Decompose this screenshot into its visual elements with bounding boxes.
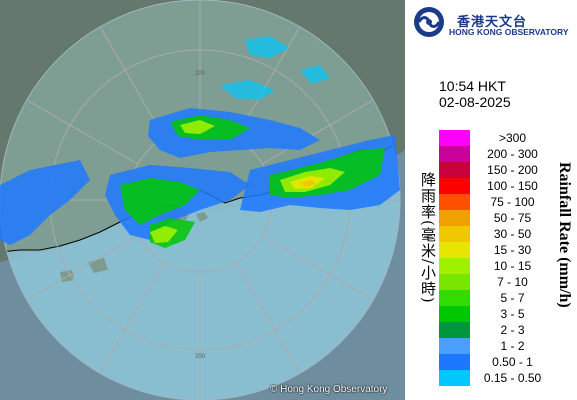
range-spoke xyxy=(26,235,138,301)
scale-label: >300 xyxy=(498,131,527,145)
scale-level: 75 - 100 xyxy=(439,194,551,210)
observatory-emblem-icon xyxy=(414,7,444,37)
rain-echo-fringe-far-north xyxy=(245,36,290,58)
scale-label: 30 - 50 xyxy=(493,227,532,241)
scale-swatch xyxy=(439,162,470,178)
scale-label: 2 - 3 xyxy=(500,323,525,337)
range-spoke xyxy=(26,99,138,165)
radar-map-canvas: 200 200 xyxy=(0,0,405,400)
scale-swatch xyxy=(439,290,470,306)
legend-title-chinese: 降雨率(毫米/小時) xyxy=(419,172,437,304)
range-spoke xyxy=(99,262,165,374)
radar-time: 10:54 HKT xyxy=(439,78,506,94)
scale-swatch xyxy=(439,306,470,322)
scale-swatch xyxy=(439,210,470,226)
radar-coverage-edge xyxy=(0,0,401,400)
island-outlying xyxy=(196,212,208,222)
range-ring-label-south: 200 xyxy=(195,354,206,360)
scale-swatch xyxy=(439,146,470,162)
legend-title-english: Rainfall Rate (mm/h) xyxy=(556,162,573,308)
scale-swatch xyxy=(439,130,470,146)
rain-echo-fringe-north xyxy=(220,80,275,100)
scale-swatch xyxy=(439,354,470,370)
rainfall-rate-scale: >300 200 - 300 150 - 200 100 - 150 75 - 100 5… xyxy=(439,130,551,386)
scale-swatch xyxy=(439,258,470,274)
range-spoke xyxy=(262,99,374,165)
scale-level: 100 - 150 xyxy=(439,178,551,194)
observatory-logo[interactable]: 香港天文台 HONG KONG OBSERVATORY xyxy=(413,6,573,38)
scale-level: 0.15 - 0.50 xyxy=(439,370,551,386)
radar-date: 02-08-2025 xyxy=(439,94,511,110)
scale-label: 75 - 100 xyxy=(490,195,535,209)
scale-label: 200 - 300 xyxy=(487,147,538,161)
logo-chinese-name: 香港天文台 xyxy=(457,15,528,30)
scale-level: >300 xyxy=(439,130,551,146)
scale-label: 100 - 150 xyxy=(487,179,538,193)
scale-swatch xyxy=(439,322,470,338)
scale-level: 30 - 50 xyxy=(439,226,551,242)
radar-map: 200 200 © Hong Kong Observatory xyxy=(0,0,405,400)
info-panel: 香港天文台 HONG KONG OBSERVATORY 10:54 HKT 02… xyxy=(405,0,577,400)
scale-label: 5 - 7 xyxy=(500,291,525,305)
scale-level: 2 - 3 xyxy=(439,322,551,338)
island-southwest xyxy=(60,270,74,282)
scale-label: 10 - 15 xyxy=(493,259,532,273)
rain-echoes xyxy=(0,36,400,248)
scale-level: 7 - 10 xyxy=(439,274,551,290)
rain-echo-band-west xyxy=(0,160,90,245)
scale-level: 1 - 2 xyxy=(439,338,551,354)
scale-label: 150 - 200 xyxy=(487,163,538,177)
scale-swatch xyxy=(439,178,470,194)
scale-label: 3 - 5 xyxy=(500,307,525,321)
range-ring-label-north: 200 xyxy=(195,71,206,77)
scale-swatch xyxy=(439,242,470,258)
scale-swatch xyxy=(439,226,470,242)
scale-level: 3 - 5 xyxy=(439,306,551,322)
scale-level: 150 - 200 xyxy=(439,162,551,178)
rain-echo-yellow-north xyxy=(180,120,215,134)
rain-echo-orange-core xyxy=(300,180,316,187)
scale-level: 5 - 7 xyxy=(439,290,551,306)
range-spoke xyxy=(235,262,301,374)
rain-echo-yellow-center xyxy=(150,226,178,243)
logo-english-name: HONG KONG OBSERVATORY xyxy=(449,27,569,37)
scale-label: 7 - 10 xyxy=(497,275,528,289)
scale-swatch xyxy=(439,274,470,290)
scale-level: 200 - 300 xyxy=(439,146,551,162)
scale-level: 0.50 - 1 xyxy=(439,354,551,370)
rain-echo-fringe-northeast xyxy=(300,65,330,84)
scale-level: 50 - 75 xyxy=(439,210,551,226)
scale-label: 0.50 - 1 xyxy=(492,355,533,369)
scale-level: 15 - 30 xyxy=(439,242,551,258)
scale-swatch xyxy=(439,194,470,210)
scale-swatch xyxy=(439,338,470,354)
scale-swatch xyxy=(439,370,470,386)
copyright-notice: © Hong Kong Observatory xyxy=(270,384,388,395)
range-spoke xyxy=(262,235,374,301)
scale-label: 0.15 - 0.50 xyxy=(483,371,542,385)
scale-level: 10 - 15 xyxy=(439,258,551,274)
scale-label: 50 - 75 xyxy=(493,211,532,225)
rain-echo-green-center xyxy=(120,178,200,225)
scale-label: 1 - 2 xyxy=(500,339,525,353)
scale-label: 15 - 30 xyxy=(493,243,532,257)
